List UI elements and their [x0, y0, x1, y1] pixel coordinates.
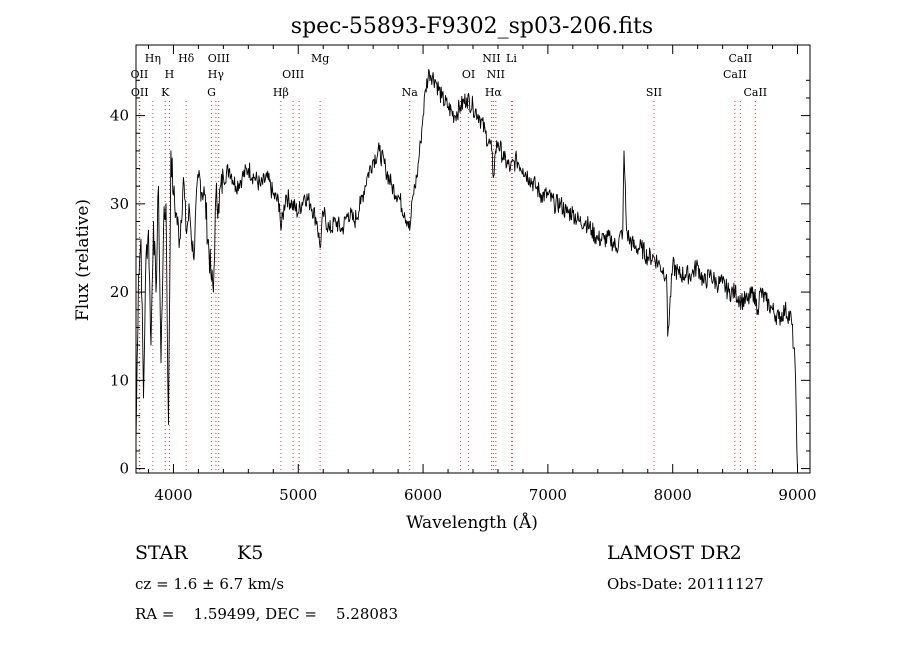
line-marker-label-3: H: [165, 68, 175, 81]
x-axis-label: Wavelength (Å): [406, 512, 538, 533]
line-marker-label-13: Na: [402, 86, 419, 99]
y-tick-label-0: 0: [119, 460, 129, 478]
x-tick-label-5000: 5000: [279, 486, 317, 504]
line-marker-label-19: Li: [506, 52, 517, 65]
line-marker-label-12: Mg: [311, 52, 329, 65]
line-marker-label-22: CaII: [729, 52, 753, 65]
x-tick-label-9000: 9000: [778, 486, 816, 504]
line-marker-label-9: Hβ: [273, 86, 289, 99]
line-marker-label-1: OII: [131, 86, 149, 99]
line-marker-label-18: Hα: [485, 86, 503, 99]
y-axis-label: Flux (relative): [73, 199, 93, 321]
chart-title: spec-55893-F9302_sp03-206.fits: [291, 14, 653, 39]
line-marker-label-2: Hη: [145, 52, 161, 65]
survey-name: LAMOST DR2: [607, 542, 742, 564]
line-marker-label-23: CaII: [723, 68, 747, 81]
y-tick-label-40: 40: [110, 107, 129, 125]
line-marker-label-0: OII: [131, 68, 149, 81]
line-marker-label-4: K: [161, 86, 170, 99]
line-marker-label-6: OIII: [208, 52, 230, 65]
ra-dec-coordinates: RA = 1.59499, DEC = 5.28083: [135, 605, 398, 623]
line-marker-label-21: SII: [646, 86, 662, 99]
line-marker-label-10: OIII: [282, 68, 304, 81]
x-tick-label-8000: 8000: [654, 486, 692, 504]
line-marker-label-17: NII: [487, 68, 505, 81]
line-marker-label-16: NII: [482, 52, 500, 65]
observation-date: Obs-Date: 20111127: [607, 575, 764, 593]
x-tick-label-4000: 4000: [154, 486, 192, 504]
object-subclass: K5: [237, 542, 263, 564]
line-marker-label-5: Hδ: [178, 52, 195, 65]
y-tick-label-30: 30: [110, 195, 129, 213]
series-layer: [135, 68, 798, 469]
redshift-cz: cz = 1.6 ± 6.7 km/s: [135, 575, 284, 593]
x-ticks: 4000 5000 6000 7000 8000 9000: [147, 45, 817, 504]
y-ticks: 0 10 20 30 40: [110, 79, 810, 478]
y-tick-label-10: 10: [110, 371, 129, 389]
line-marker-label-7: Hγ: [208, 68, 225, 81]
line-marker-label-8: G: [207, 86, 216, 99]
line-marker-label-14: OI: [462, 68, 475, 81]
x-tick-label-6000: 6000: [404, 486, 442, 504]
line-marker-label-24: CaII: [743, 86, 767, 99]
spectrum-line: [135, 68, 798, 469]
y-tick-label-20: 20: [110, 283, 129, 301]
x-tick-label-7000: 7000: [529, 486, 567, 504]
object-class: STAR: [135, 542, 188, 564]
line-markers: OII OII Hη HK Hδ OIII Hγ G Hβ OIII Mg Na OI NII NII Hα L…: [131, 52, 767, 473]
